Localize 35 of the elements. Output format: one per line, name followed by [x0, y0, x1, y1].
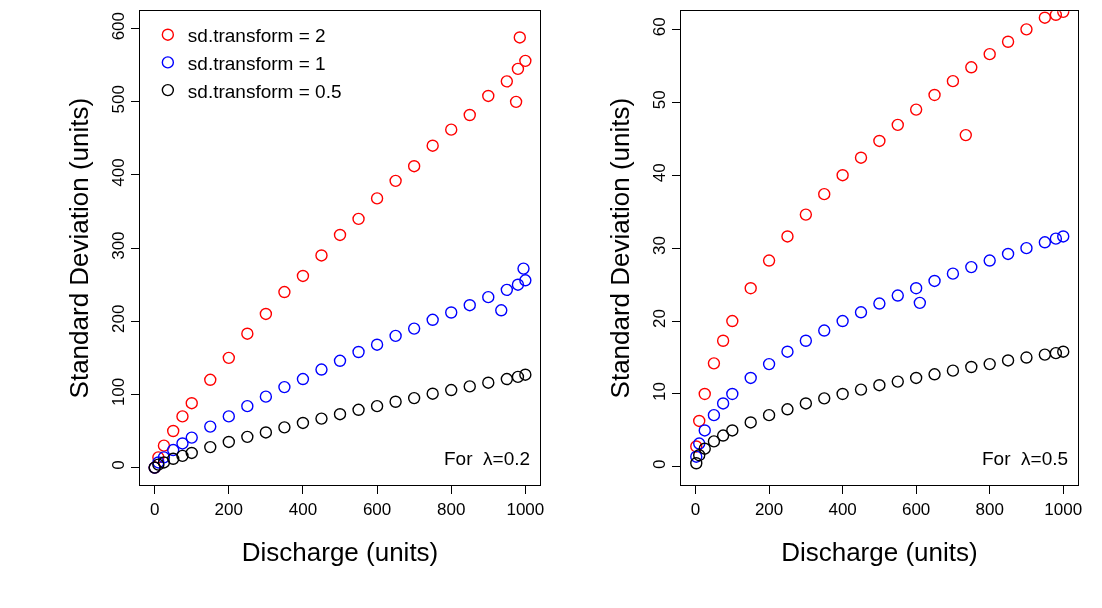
y-tick-label: 10	[649, 381, 669, 401]
y-tick-label: 500	[108, 85, 128, 114]
x-tick-label: 800	[437, 499, 466, 519]
x-tick-label: 200	[214, 499, 243, 519]
x-tick-label: 400	[288, 499, 318, 519]
y-tick-label: 50	[649, 90, 669, 110]
y-tick-label: 0	[108, 460, 128, 470]
y-axis-title: Standard Deviation (units)	[605, 97, 636, 399]
legend-label: sd.transform = 0.5	[187, 80, 342, 102]
x-tick-label: 400	[828, 499, 857, 519]
x-tick-label: 800	[975, 499, 1004, 519]
y-tick-label: 300	[108, 231, 128, 260]
y-axis-title: Standard Deviation (units)	[64, 97, 95, 399]
x-axis-title: Discharge (units)	[241, 537, 439, 568]
y-tick-label: 200	[108, 304, 128, 333]
y-tick-label: 600	[108, 11, 128, 41]
x-tick-label: 1000	[506, 499, 545, 519]
x-axis-title: Discharge (units)	[781, 537, 978, 568]
legend-label: sd.transform = 2	[187, 25, 326, 47]
y-tick-label: 400	[108, 158, 128, 187]
y-tick-label: 20	[649, 309, 669, 328]
x-tick-label: 0	[690, 499, 701, 519]
y-tick-label: 100	[108, 377, 128, 407]
x-tick-label: 200	[754, 499, 784, 519]
annotation: For λ=0.2	[444, 448, 531, 469]
annotation: For λ=0.5	[982, 448, 1069, 469]
y-tick-label: 40	[649, 163, 669, 183]
x-tick-label: 600	[901, 499, 931, 519]
legend-label: sd.transform = 1	[187, 52, 326, 74]
x-tick-label: 0	[149, 499, 160, 519]
y-tick-label: 0	[649, 459, 669, 470]
x-tick-label: 1000	[1044, 499, 1083, 519]
x-tick-label: 600	[362, 499, 392, 519]
y-tick-label: 60	[649, 17, 669, 37]
y-tick-label: 30	[649, 236, 669, 256]
